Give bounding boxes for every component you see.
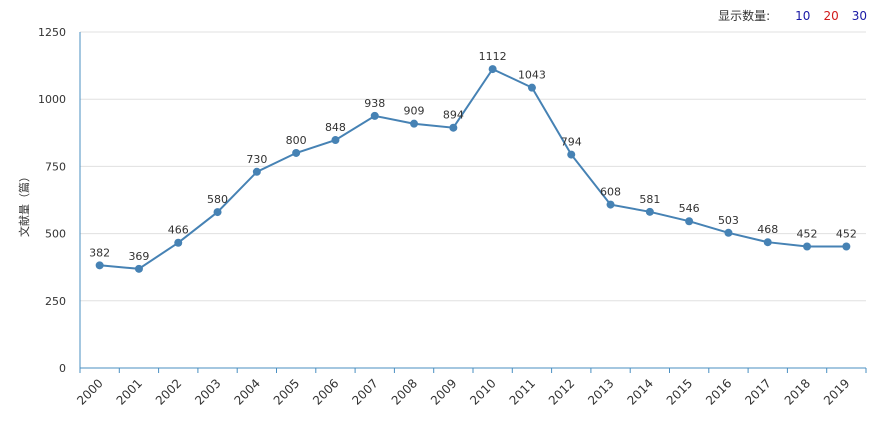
- x-tick-label-2000: 2000: [74, 376, 105, 407]
- data-point-2006: [331, 136, 340, 145]
- x-tick-label-2011: 2011: [507, 376, 538, 407]
- x-tick-label-2018: 2018: [782, 376, 813, 407]
- data-label-2009: 894: [443, 109, 464, 122]
- data-label-2016: 503: [718, 214, 739, 227]
- data-point-2018: [803, 242, 812, 251]
- y-tick-label-750: 750: [45, 160, 66, 173]
- data-point-2017: [763, 238, 772, 247]
- data-label-2017: 468: [757, 223, 778, 236]
- y-tick-labels: 0 250 500 750 1000 1250: [38, 26, 66, 375]
- x-tick-label-2006: 2006: [310, 376, 341, 407]
- data-point-2015: [685, 217, 694, 226]
- display-count-option-20[interactable]: 20: [823, 8, 839, 23]
- x-tick-label-2015: 2015: [664, 376, 695, 407]
- data-point-2012: [567, 150, 576, 159]
- data-point-2010: [488, 65, 497, 74]
- x-tick-label-2019: 2019: [821, 376, 852, 407]
- x-tick-label-2008: 2008: [389, 376, 420, 407]
- data-label-2001: 369: [128, 250, 149, 263]
- data-point-2011: [527, 83, 536, 92]
- y-tick-label-1000: 1000: [38, 93, 66, 106]
- gridlines: [80, 31, 866, 302]
- y-tick-label-0: 0: [59, 362, 66, 375]
- data-points: [95, 65, 851, 273]
- data-point-2019: [842, 242, 851, 251]
- data-label-2000: 382: [89, 246, 110, 259]
- data-label-2018: 452: [797, 228, 818, 241]
- display-count-control: 显示数量: 10 20 30: [718, 7, 867, 24]
- data-point-2009: [449, 123, 458, 132]
- data-label-2002: 466: [168, 224, 189, 237]
- data-label-2004: 730: [246, 153, 267, 166]
- x-tick-label-2010: 2010: [467, 376, 498, 407]
- data-label-2012: 794: [561, 136, 582, 149]
- x-tick-label-2002: 2002: [153, 376, 184, 407]
- x-tick-label-2003: 2003: [192, 376, 223, 407]
- data-labels: 382 369 466 580 730 800 848 938 909 894 1112 1043 79…: [89, 50, 857, 263]
- series-line: [99, 67, 847, 270]
- data-label-2015: 546: [679, 202, 700, 215]
- data-label-2005: 800: [286, 134, 307, 147]
- data-point-2016: [724, 228, 733, 237]
- x-tick-label-2009: 2009: [428, 376, 459, 407]
- y-axis-title: 文献量（篇）: [17, 171, 31, 237]
- x-tick-label-2007: 2007: [349, 376, 380, 407]
- x-tick-label-2004: 2004: [231, 376, 262, 407]
- data-point-2005: [292, 148, 301, 157]
- x-tick-label-2016: 2016: [703, 376, 734, 407]
- x-tick-label-2005: 2005: [271, 376, 302, 407]
- y-tick-label-1250: 1250: [38, 26, 66, 39]
- data-point-2013: [606, 200, 615, 209]
- display-count-label: 显示数量:: [718, 9, 771, 23]
- data-label-2003: 580: [207, 193, 228, 206]
- x-tick-label-2017: 2017: [742, 376, 773, 407]
- x-tick-label-2001: 2001: [114, 376, 145, 407]
- y-tick-label-250: 250: [45, 295, 66, 308]
- x-tick-labels: 2000 2001 2002 2003 2004 2005 2006 2007 2008 2009…: [74, 368, 867, 408]
- data-label-2019: 452: [836, 228, 857, 241]
- data-point-2004: [252, 167, 261, 176]
- data-point-2000: [95, 261, 104, 270]
- data-label-2011: 1043: [518, 69, 546, 82]
- axes: [79, 32, 866, 369]
- data-point-2001: [134, 264, 143, 273]
- data-point-2014: [645, 207, 654, 216]
- data-point-2008: [410, 119, 419, 128]
- data-point-2002: [174, 238, 183, 247]
- data-label-2007: 938: [364, 97, 385, 110]
- x-tick-label-2013: 2013: [585, 376, 616, 407]
- data-label-2010: 1112: [479, 50, 507, 63]
- x-tick-label-2012: 2012: [546, 376, 577, 407]
- display-count-option-30[interactable]: 30: [851, 8, 867, 23]
- y-tick-label-500: 500: [45, 228, 66, 241]
- data-label-2013: 608: [600, 186, 621, 199]
- data-label-2008: 909: [404, 105, 425, 118]
- data-point-2003: [213, 208, 222, 217]
- data-label-2006: 848: [325, 121, 346, 134]
- data-label-2014: 581: [639, 193, 660, 206]
- x-tick-label-2014: 2014: [624, 376, 655, 407]
- display-count-option-10[interactable]: 10: [795, 8, 811, 23]
- data-point-2007: [370, 111, 379, 120]
